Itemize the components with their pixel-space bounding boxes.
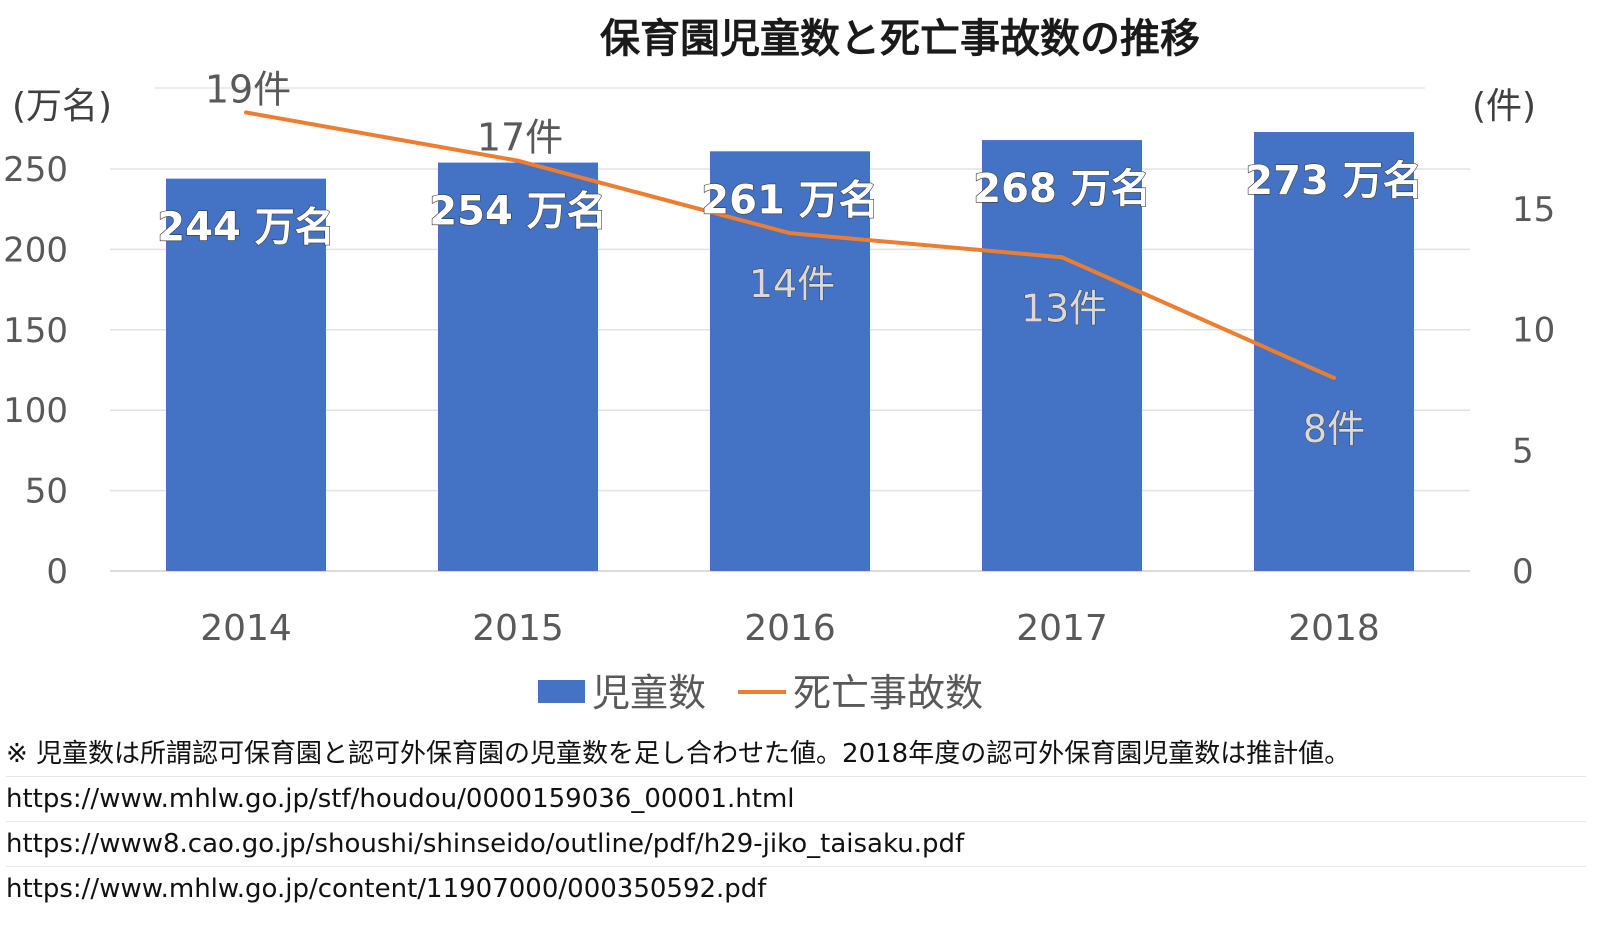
chart: 保育園児童数と死亡事故数の推移 (万名) (件) 050100150200250…	[3, 16, 1555, 715]
line-data-label: 17件	[477, 116, 563, 160]
left-tick-label: 250	[3, 150, 68, 190]
bar	[1254, 132, 1414, 572]
line-series	[244, 110, 1336, 380]
left-tick-label: 0	[46, 552, 68, 592]
note-source-link: https://www.mhlw.go.jp/stf/houdou/000015…	[6, 776, 1586, 821]
bar	[166, 178, 326, 571]
left-axis-unit: (万名)	[12, 86, 112, 127]
legend-label: 死亡事故数	[793, 671, 983, 715]
bar-data-labels: 244 万名 254 万名 261 万名 268 万名 273 万名	[157, 157, 1424, 251]
bar	[982, 140, 1142, 571]
x-tick-label: 2015	[472, 608, 564, 649]
right-tick-label: 5	[1512, 431, 1534, 471]
legend-label: 児童数	[592, 671, 706, 715]
left-tick-label: 200	[3, 230, 68, 270]
legend-swatch-bar	[538, 680, 585, 703]
line-point	[1332, 375, 1336, 380]
bar-data-label: 244 万名	[157, 205, 334, 251]
legend: 児童数 死亡事故数	[538, 671, 983, 715]
right-axis-ticks: 0 5 10 15	[1512, 190, 1555, 592]
line-data-label: 19件	[205, 67, 291, 111]
chart-title: 保育園児童数と死亡事故数の推移	[600, 16, 1200, 62]
notes: ※ 児童数は所謂認可保育園と認可外保育園の児童数を足し合わせた値。2018年度の…	[6, 732, 1586, 911]
x-tick-label: 2016	[744, 608, 836, 649]
left-tick-label: 150	[3, 311, 68, 351]
bar-data-label: 261 万名	[701, 177, 878, 223]
x-tick-label: 2018	[1288, 608, 1380, 649]
bar	[710, 151, 870, 571]
line-data-label: 14件	[749, 262, 835, 306]
line-data-labels: 19件 17件 14件 13件 8件	[205, 67, 1366, 451]
note-footnote: ※ 児童数は所謂認可保育園と認可外保育園の児童数を足し合わせた値。2018年度の…	[6, 739, 1351, 769]
line-point	[244, 110, 248, 115]
left-axis-ticks: 0 50 100 150 200 250	[3, 150, 68, 592]
line-point	[1060, 255, 1064, 260]
bar-data-label: 273 万名	[1245, 158, 1422, 204]
bar	[438, 162, 598, 571]
x-tick-label: 2017	[1016, 608, 1108, 649]
bar-data-label: 254 万名	[429, 189, 606, 235]
right-tick-label: 10	[1512, 311, 1555, 351]
note-source-link: https://www.mhlw.go.jp/content/11907000/…	[6, 866, 1586, 911]
left-tick-label: 100	[3, 391, 68, 431]
x-tick-label: 2014	[200, 608, 292, 649]
x-axis-ticks: 2014 2015 2016 2017 2018	[200, 608, 1380, 649]
bar-series	[166, 132, 1414, 572]
right-tick-label: 0	[1512, 552, 1534, 592]
right-axis-unit: (件)	[1472, 86, 1536, 127]
bar-data-label: 268 万名	[973, 166, 1150, 212]
line-point	[788, 231, 792, 236]
note-source-link: https://www8.cao.go.jp/shoushi/shinseido…	[6, 821, 1586, 866]
right-tick-label: 15	[1512, 190, 1555, 230]
line-data-label: 13件	[1021, 286, 1107, 330]
left-tick-label: 50	[25, 472, 68, 512]
line-data-label: 8件	[1303, 407, 1365, 451]
line-point	[516, 158, 520, 163]
